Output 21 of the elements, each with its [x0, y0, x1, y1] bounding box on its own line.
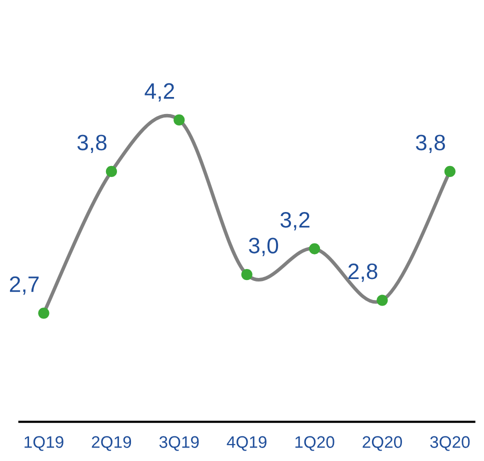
- point: [376, 294, 388, 306]
- point: [444, 166, 456, 178]
- data-label: 3,2: [280, 212, 310, 230]
- data-label: 2,7: [10, 276, 39, 295]
- data-label: 3,0: [248, 238, 278, 256]
- data-label: 3,8: [77, 134, 106, 154]
- x-tick-label: 1Q19: [24, 436, 64, 451]
- x-tick-label: 3Q19: [159, 436, 199, 451]
- point: [38, 308, 50, 319]
- data-label: 2,8: [348, 263, 378, 282]
- point: [241, 268, 252, 280]
- data-label: 3,8: [416, 134, 445, 154]
- point: [106, 166, 117, 178]
- data-label: 4,2: [144, 83, 174, 102]
- x-tick-label: 2Q20: [362, 436, 402, 451]
- x-tick-label: 3Q20: [430, 436, 470, 451]
- x-tick-label: 1Q20: [295, 436, 334, 451]
- x-tick-label: 4Q19: [226, 436, 266, 451]
- point: [174, 114, 185, 126]
- x-tick-label: 2Q19: [92, 436, 132, 451]
- point: [308, 243, 320, 254]
